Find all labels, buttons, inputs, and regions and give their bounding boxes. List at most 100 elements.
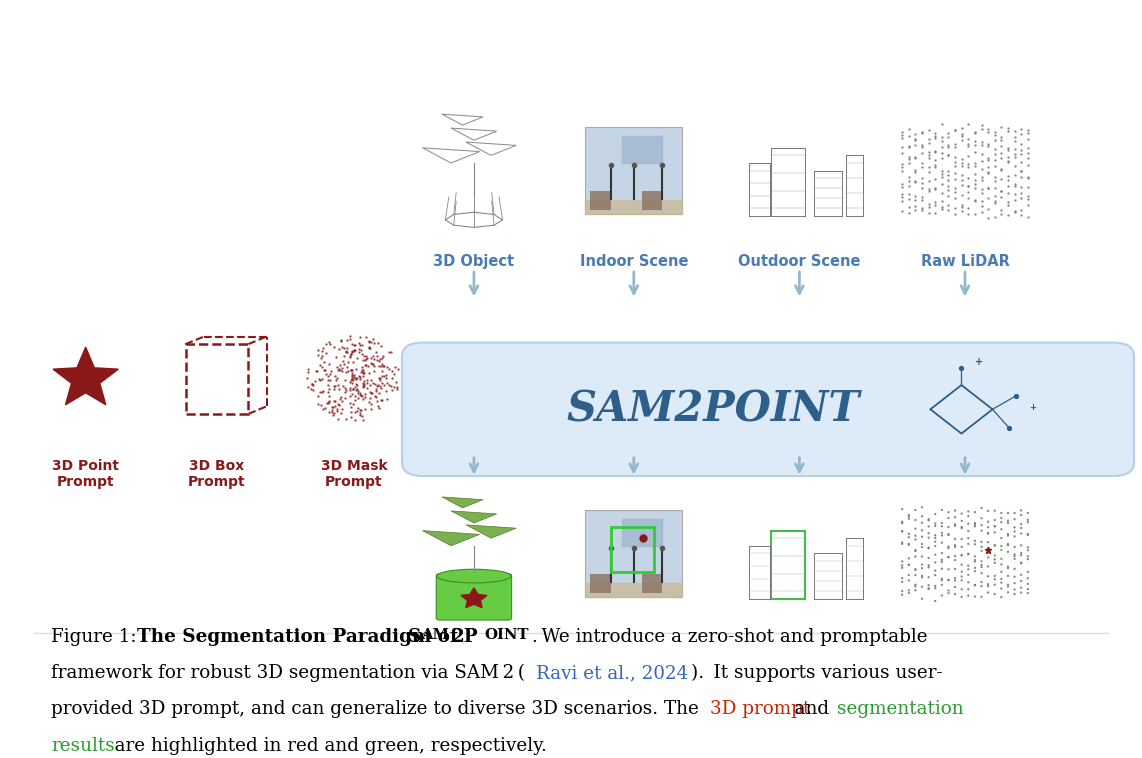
- Point: [303, 377, 321, 390]
- Point: [348, 372, 367, 384]
- Point: [316, 402, 335, 415]
- Point: [952, 130, 971, 143]
- Point: [372, 370, 391, 382]
- Point: [346, 373, 364, 385]
- Point: [1012, 180, 1030, 193]
- Point: [986, 174, 1004, 186]
- Point: [353, 409, 371, 421]
- Point: [972, 139, 990, 152]
- Point: [952, 201, 971, 213]
- Polygon shape: [53, 347, 119, 405]
- Point: [992, 208, 1011, 220]
- Point: [952, 205, 971, 217]
- Point: [999, 180, 1018, 192]
- Point: [360, 335, 378, 347]
- Point: [343, 401, 361, 413]
- Point: [351, 340, 369, 352]
- Point: [893, 537, 911, 549]
- Point: [972, 545, 990, 557]
- Point: [355, 388, 373, 400]
- Point: [1005, 205, 1023, 218]
- Text: Indoor Scene: Indoor Scene: [579, 254, 689, 269]
- Point: [309, 343, 328, 356]
- Point: [999, 142, 1018, 154]
- Point: [946, 550, 964, 562]
- Point: [370, 372, 388, 384]
- Point: [940, 140, 958, 152]
- Point: [351, 404, 369, 416]
- Point: [907, 152, 925, 164]
- Point: [299, 381, 317, 393]
- Point: [351, 330, 369, 343]
- Point: [907, 523, 925, 535]
- Point: [360, 396, 378, 408]
- Point: [912, 182, 931, 194]
- Point: [1019, 171, 1037, 183]
- Point: [1019, 550, 1037, 562]
- Point: [319, 369, 337, 381]
- Point: [343, 368, 361, 380]
- Point: [907, 204, 925, 216]
- Point: [341, 349, 360, 362]
- Point: [332, 334, 351, 346]
- Text: 3D Object: 3D Object: [433, 254, 515, 269]
- Point: [357, 353, 376, 365]
- Point: [1012, 138, 1030, 150]
- Point: [946, 124, 964, 136]
- Point: [369, 379, 387, 391]
- Point: [351, 389, 369, 401]
- Point: [940, 165, 958, 177]
- Point: [354, 413, 372, 425]
- Point: [1012, 143, 1030, 155]
- Point: [933, 520, 951, 532]
- Point: [352, 344, 370, 356]
- Text: Ravi et al., 2024: Ravi et al., 2024: [536, 664, 687, 682]
- Point: [327, 351, 345, 363]
- Point: [316, 364, 335, 376]
- Point: [346, 344, 364, 356]
- Point: [893, 161, 911, 173]
- Point: [919, 571, 938, 583]
- Point: [900, 130, 918, 142]
- Point: [966, 579, 984, 591]
- Point: [986, 171, 1004, 183]
- Point: [972, 183, 990, 195]
- Point: [959, 548, 978, 560]
- Point: [940, 180, 958, 192]
- Point: [345, 344, 363, 356]
- Point: [992, 147, 1011, 159]
- Point: [940, 169, 958, 181]
- Point: [355, 381, 373, 393]
- Point: [966, 182, 984, 194]
- Point: [311, 359, 329, 371]
- Point: [377, 372, 395, 384]
- Point: [972, 205, 990, 218]
- Point: [325, 395, 344, 407]
- Point: [893, 132, 911, 144]
- Point: [912, 172, 931, 184]
- Point: [354, 369, 372, 381]
- Point: [320, 358, 338, 370]
- Point: [966, 177, 984, 190]
- Point: [352, 387, 370, 399]
- Point: [959, 161, 978, 173]
- Bar: [642, 192, 662, 211]
- Point: [353, 390, 371, 402]
- Point: [327, 381, 345, 393]
- Point: [368, 380, 386, 392]
- Point: [940, 204, 958, 216]
- Point: [1012, 528, 1030, 540]
- Point: [314, 403, 332, 415]
- Point: [999, 538, 1018, 550]
- Point: [893, 562, 911, 574]
- Point: [907, 514, 925, 526]
- Point: [328, 403, 346, 415]
- Point: [324, 409, 343, 421]
- Point: [986, 126, 1004, 138]
- Point: [360, 336, 378, 348]
- Point: [986, 161, 1004, 173]
- Point: [346, 406, 364, 418]
- Point: [893, 146, 911, 158]
- Point: [335, 349, 353, 362]
- Bar: [642, 575, 662, 593]
